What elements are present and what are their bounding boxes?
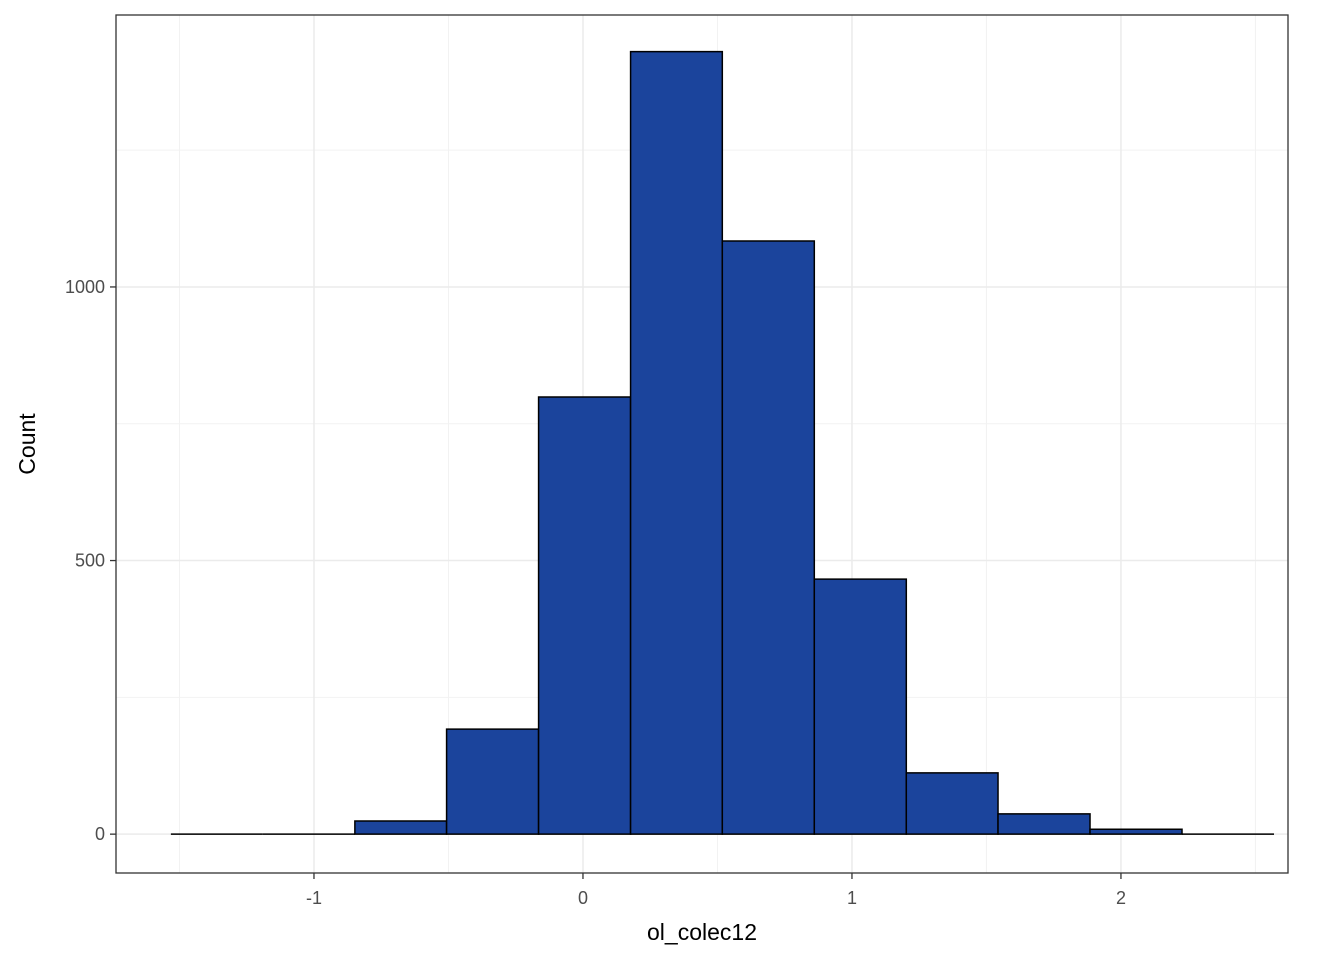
bar [537,396,632,835]
bar [445,728,540,835]
x-tick-label: 0 [578,888,588,908]
bar [354,820,448,835]
bar [813,578,908,835]
bar [997,813,1091,835]
bar [905,772,999,835]
panel-border [115,14,1289,874]
y-tick-label: 1000 [65,277,105,297]
x-tick-label: -1 [306,888,322,908]
y-axis-title: Count [14,413,40,475]
x-tick-label: 1 [847,888,857,908]
y-tick-label: 500 [75,551,105,571]
bar [1089,828,1183,835]
bar [721,240,816,835]
y-tick-label: 0 [95,824,105,844]
x-axis-title: ol_colec12 [647,919,757,945]
x-tick-label: 2 [1116,888,1126,908]
bar [629,50,724,835]
